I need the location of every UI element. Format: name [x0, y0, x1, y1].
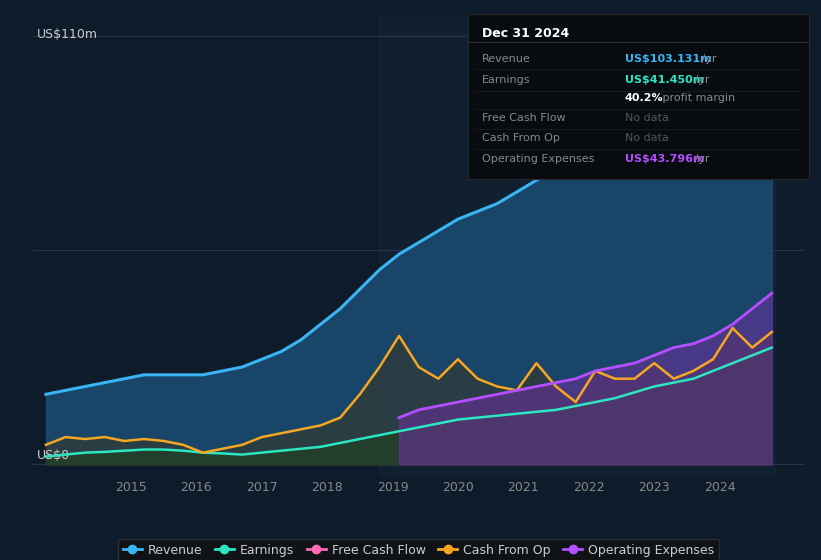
- Text: 40.2%: 40.2%: [625, 94, 663, 103]
- Text: US$110m: US$110m: [37, 29, 98, 41]
- Text: Cash From Op: Cash From Op: [482, 133, 559, 143]
- Text: US$103.131m: US$103.131m: [625, 54, 711, 64]
- Legend: Revenue, Earnings, Free Cash Flow, Cash From Op, Operating Expenses: Revenue, Earnings, Free Cash Flow, Cash …: [118, 539, 719, 560]
- Text: Dec 31 2024: Dec 31 2024: [482, 27, 569, 40]
- Text: Operating Expenses: Operating Expenses: [482, 155, 594, 165]
- Text: US$0: US$0: [37, 449, 70, 462]
- Text: Free Cash Flow: Free Cash Flow: [482, 113, 565, 123]
- Text: US$43.796m: US$43.796m: [625, 155, 704, 165]
- Text: /yr: /yr: [698, 54, 716, 64]
- Text: US$41.450m: US$41.450m: [625, 75, 704, 85]
- Bar: [379, 17, 775, 476]
- Text: No data: No data: [625, 113, 668, 123]
- Text: No data: No data: [625, 133, 668, 143]
- Text: Earnings: Earnings: [482, 75, 530, 85]
- Text: Revenue: Revenue: [482, 54, 530, 64]
- Text: /yr: /yr: [691, 155, 709, 165]
- Text: /yr: /yr: [691, 75, 709, 85]
- Text: profit margin: profit margin: [658, 94, 735, 103]
